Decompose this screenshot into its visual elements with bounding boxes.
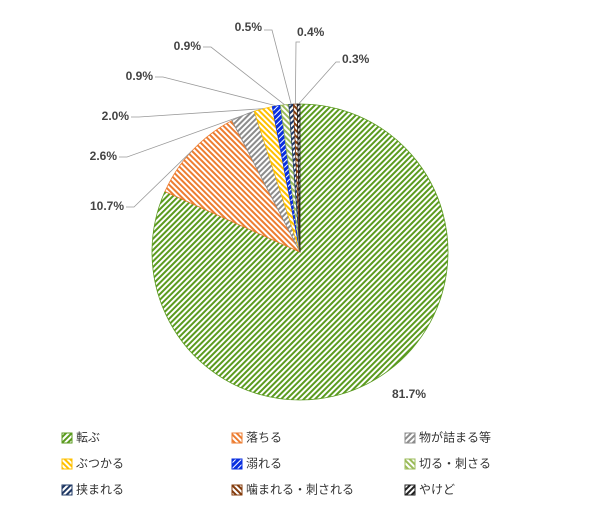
legend-swatch bbox=[231, 484, 243, 496]
legend-swatch bbox=[61, 458, 73, 470]
data-label: 10.7% bbox=[90, 199, 124, 213]
legend-swatch bbox=[61, 432, 73, 444]
data-label: 0.9% bbox=[126, 69, 154, 83]
legend-swatch bbox=[404, 432, 416, 444]
legend-label: 噛まれる・刺される bbox=[246, 483, 354, 497]
data-label: 81.7% bbox=[392, 387, 426, 401]
leader-line bbox=[119, 115, 244, 158]
legend-swatch bbox=[61, 484, 73, 496]
legend-label: 落ちる bbox=[246, 431, 282, 445]
legend-swatch bbox=[231, 432, 243, 444]
data-label: 2.6% bbox=[90, 149, 118, 163]
leader-line bbox=[155, 76, 277, 107]
leader-line bbox=[203, 46, 285, 106]
legend-label: やけど bbox=[419, 483, 455, 497]
data-label: 0.4% bbox=[297, 25, 325, 39]
data-label: 2.0% bbox=[102, 109, 130, 123]
legend-label: ぶつかる bbox=[76, 457, 124, 471]
leader-line bbox=[298, 61, 340, 105]
data-label: 0.9% bbox=[174, 39, 202, 53]
leader-line bbox=[294, 41, 300, 105]
data-label: 0.5% bbox=[235, 20, 263, 34]
legend-label: 溺れる bbox=[246, 457, 282, 471]
pie-slice bbox=[296, 103, 301, 253]
leader-line bbox=[131, 108, 264, 118]
legend-label: 挟まれる bbox=[76, 483, 124, 497]
legend-label: 転ぶ bbox=[76, 431, 100, 445]
legend-swatch bbox=[404, 458, 416, 470]
legend-label: 物が詰まる等 bbox=[419, 430, 491, 445]
leader-line bbox=[126, 150, 193, 208]
legend-label: 切る・刺さる bbox=[419, 457, 491, 471]
leader-line bbox=[264, 29, 292, 105]
legend-swatch bbox=[231, 458, 243, 470]
legend-swatch bbox=[404, 484, 416, 496]
data-label: 0.3% bbox=[342, 52, 370, 66]
